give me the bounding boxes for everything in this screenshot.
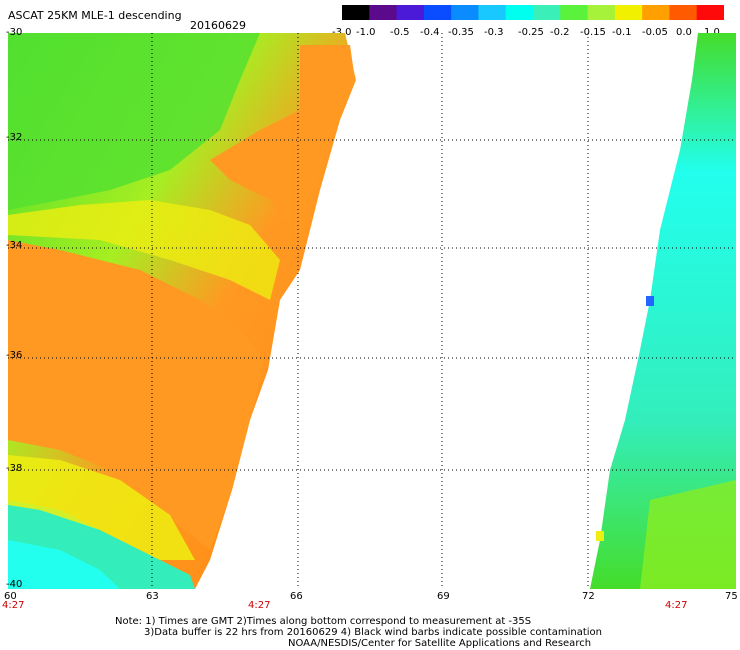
colorbar-tick-label: 0.0	[676, 27, 692, 38]
time-label: 4:27	[2, 600, 25, 611]
colorbar-segment	[642, 5, 670, 20]
colorbar-tick-label: -0.4	[420, 27, 440, 38]
lon-label: 72	[582, 591, 595, 602]
lat-label: -38	[6, 463, 23, 474]
time-label: 4:27	[665, 600, 688, 611]
colorbar-gradient	[342, 5, 725, 20]
colorbar-segment	[342, 5, 370, 20]
product-title: ASCAT 25KM MLE-1 descending	[8, 9, 182, 22]
colorbar-segment	[478, 5, 507, 20]
lon-label: 63	[146, 591, 159, 602]
colorbar-segment	[369, 5, 398, 20]
colorbar	[342, 5, 725, 20]
left-swath-bottom-cyan	[8, 540, 120, 589]
right-swath	[590, 33, 736, 589]
time-label: 4:27	[248, 600, 271, 611]
colorbar-tick-label: 1.0	[704, 27, 720, 38]
colorbar-segment	[505, 5, 534, 20]
colorbar-tick-label: -0.05	[642, 27, 668, 38]
colorbar-segment	[587, 5, 616, 20]
right-swath-green-bottom	[640, 480, 736, 589]
lat-label: -40	[6, 579, 23, 590]
lat-label: -32	[6, 132, 23, 143]
colorbar-tick-label: -0.15	[580, 27, 606, 38]
left-swath-orange-patch	[210, 45, 355, 240]
left-swath-orange-body	[8, 240, 265, 550]
colorbar-tick-label: -0.5	[390, 27, 410, 38]
lat-label: -36	[6, 350, 23, 361]
colorbar-tick-label: -1.0	[356, 27, 376, 38]
colorbar-segment	[669, 5, 698, 20]
colorbar-segment	[560, 5, 589, 20]
colorbar-tick-label: -3.0	[332, 27, 352, 38]
lat-label: -34	[6, 240, 23, 251]
right-swath-blue-pixel	[646, 296, 654, 306]
colorbar-segment	[533, 5, 561, 20]
note-line-3: NOAA/NESDIS/Center for Satellite Applica…	[288, 638, 592, 649]
colorbar-tick-label: -0.25	[518, 27, 544, 38]
colorbar-tick-label: -0.2	[550, 27, 570, 38]
lat-label: -30	[6, 27, 23, 38]
left-swath-green-band	[8, 33, 260, 210]
left-swath-yellow-band	[8, 200, 280, 300]
lon-label: 75	[725, 591, 738, 602]
left-swath-yellow-lower	[8, 455, 195, 560]
lon-label: 69	[437, 591, 450, 602]
colorbar-segment	[614, 5, 643, 20]
graticule	[8, 33, 736, 589]
colorbar-segment	[696, 5, 725, 20]
colorbar-tick-label: -0.1	[612, 27, 632, 38]
right-swath-yellow-pixel	[596, 531, 604, 541]
colorbar-segment	[423, 5, 452, 20]
note-line-2: 3)Data buffer is 22 hrs from 20160629 4)…	[144, 627, 602, 638]
lon-label: 66	[290, 591, 303, 602]
note-line-1: Note: 1) Times are GMT 2)Times along bot…	[115, 616, 532, 627]
colorbar-tick-label: -0.35	[448, 27, 474, 38]
colorbar-segment	[451, 5, 479, 20]
lon-label: 60	[4, 591, 17, 602]
colorbar-segment	[396, 5, 425, 20]
colorbar-tick-label: -0.3	[484, 27, 504, 38]
product-date: 20160629	[190, 19, 246, 32]
